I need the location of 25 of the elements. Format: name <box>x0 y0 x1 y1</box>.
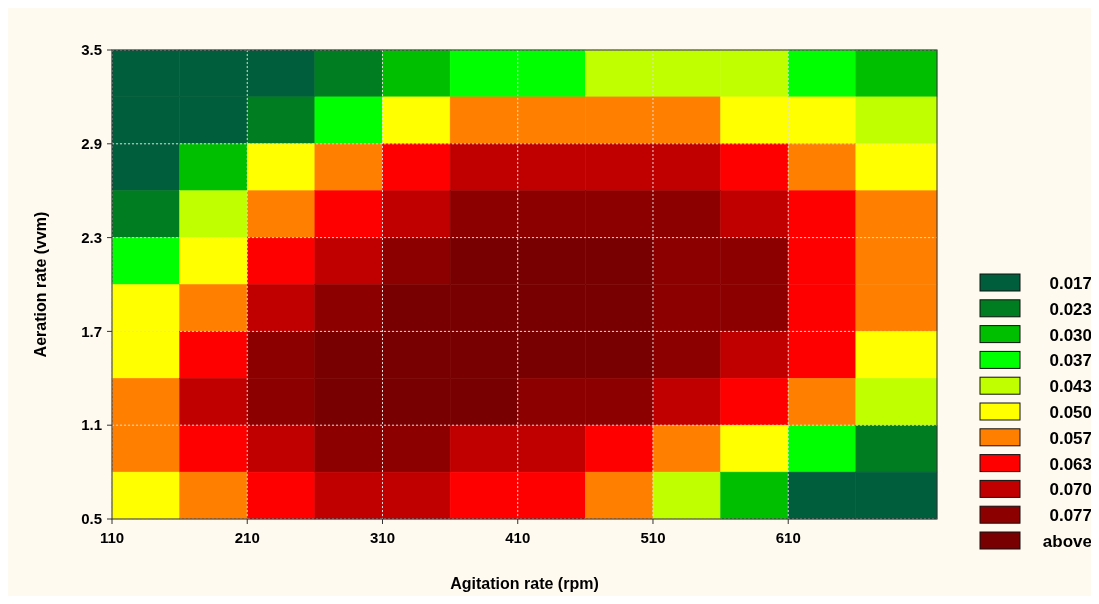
color-bar-label: 0.057 <box>1049 428 1092 448</box>
color-bar-label: 0.017 <box>1049 273 1092 293</box>
color-bar-label: 0.030 <box>1049 325 1092 345</box>
x-tick-label: 210 <box>234 529 260 546</box>
color-bar-label: 0.070 <box>1049 480 1092 500</box>
y-tick-label: 2.9 <box>81 135 102 153</box>
color-bar-label: above <box>1042 531 1092 551</box>
color-bar-label: 0.063 <box>1049 454 1092 474</box>
y-tick-label: 0.5 <box>81 510 102 528</box>
x-tick-label: 610 <box>775 529 801 546</box>
color-bar-label: 0.043 <box>1049 377 1092 397</box>
y-tick-label: 1.1 <box>81 416 102 434</box>
y-tick-label: 2.3 <box>81 228 102 246</box>
color-bar-label: 0.050 <box>1049 402 1092 422</box>
x-tick-label: 510 <box>640 529 666 546</box>
x-axis-title: Agitation rate (rpm) <box>450 575 599 592</box>
x-tick-label: 410 <box>505 529 531 546</box>
y-axis-title: Aeration rate (vvm) <box>32 211 49 358</box>
color-bar-label: 0.077 <box>1049 506 1092 526</box>
x-tick-label: 310 <box>369 529 396 546</box>
color-bar-label: 0.037 <box>1049 351 1092 371</box>
y-tick-label: 1.7 <box>81 322 102 340</box>
color-bar-label: 0.023 <box>1049 299 1092 319</box>
y-tick-label: 3.5 <box>81 41 102 59</box>
x-tick-label: 110 <box>99 529 125 546</box>
